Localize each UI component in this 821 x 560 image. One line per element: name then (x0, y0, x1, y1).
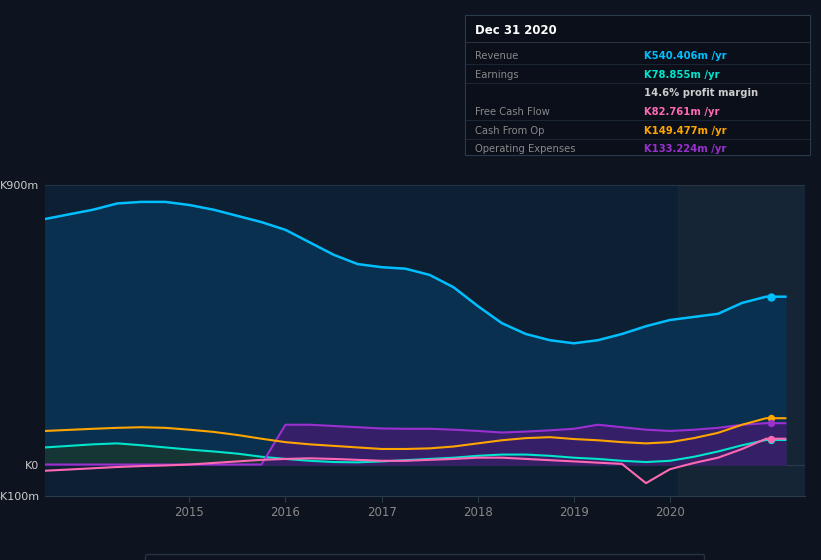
Text: K133.224m /yr: K133.224m /yr (644, 144, 727, 154)
Text: 14.6% profit margin: 14.6% profit margin (644, 88, 759, 98)
Text: Dec 31 2020: Dec 31 2020 (475, 24, 557, 37)
Text: Earnings: Earnings (475, 69, 519, 80)
Legend: Revenue, Earnings, Free Cash Flow, Cash From Op, Operating Expenses: Revenue, Earnings, Free Cash Flow, Cash … (145, 554, 704, 560)
Point (764, 292, 777, 301)
Text: Cash From Op: Cash From Op (475, 125, 544, 136)
Point (764, 434, 777, 443)
Point (764, 436, 777, 445)
Text: K78.855m /yr: K78.855m /yr (644, 69, 720, 80)
Text: Free Cash Flow: Free Cash Flow (475, 107, 549, 117)
Text: K149.477m /yr: K149.477m /yr (644, 125, 727, 136)
Text: K540.406m /yr: K540.406m /yr (644, 51, 727, 61)
Point (764, 414, 777, 423)
Text: Operating Expenses: Operating Expenses (475, 144, 576, 154)
Bar (677, 185, 805, 496)
Point (764, 419, 777, 428)
Text: K82.761m /yr: K82.761m /yr (644, 107, 720, 117)
Text: Revenue: Revenue (475, 51, 518, 61)
